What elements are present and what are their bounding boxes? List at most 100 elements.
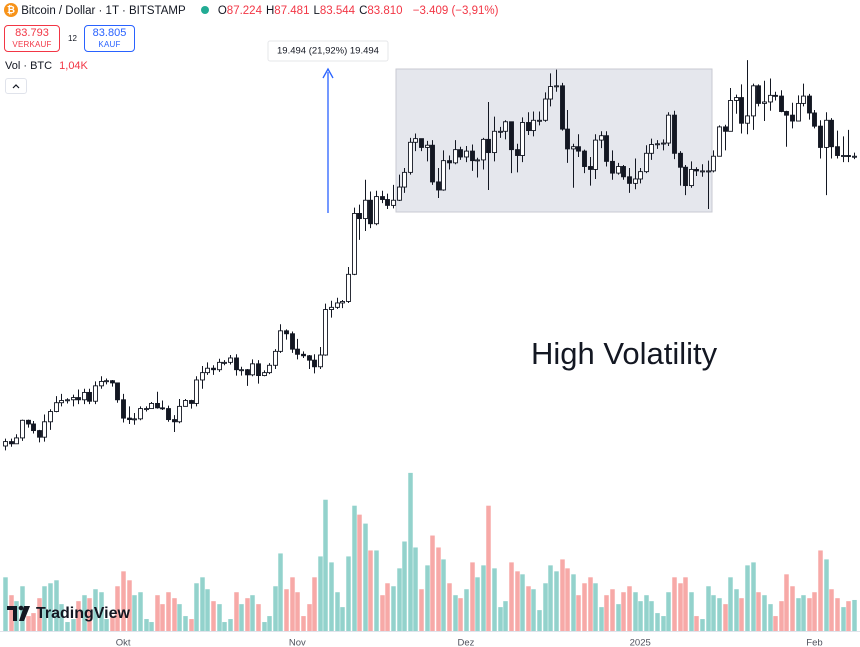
volume-bar bbox=[82, 595, 87, 631]
volume-bar bbox=[734, 589, 739, 631]
candle-body bbox=[132, 418, 137, 421]
candle-body bbox=[503, 121, 508, 132]
candle-body bbox=[9, 441, 14, 445]
volume-bar bbox=[807, 598, 812, 631]
candle-body bbox=[385, 199, 390, 206]
candle-body bbox=[829, 119, 834, 148]
candle-body bbox=[616, 166, 621, 174]
candle-layer bbox=[3, 60, 857, 451]
candle-body bbox=[301, 353, 306, 357]
volume-bar bbox=[402, 541, 407, 631]
candle-body bbox=[498, 130, 503, 133]
volume-bar bbox=[54, 580, 59, 631]
volume-bar bbox=[756, 592, 761, 631]
candle-body bbox=[739, 97, 744, 124]
volume-bar bbox=[762, 595, 767, 631]
ohlc-label: H bbox=[265, 5, 275, 17]
volume-bar bbox=[87, 598, 92, 631]
volume-bar bbox=[284, 589, 289, 631]
volume-bar bbox=[436, 547, 441, 631]
candle-body bbox=[346, 273, 351, 302]
volume-bar bbox=[633, 592, 638, 631]
buy-button[interactable]: 83.805 KAUF bbox=[84, 25, 135, 52]
volume-bar bbox=[571, 574, 576, 631]
volume-bar bbox=[397, 568, 402, 631]
volume-bar bbox=[166, 592, 171, 631]
candle-body bbox=[14, 437, 19, 445]
candle-body bbox=[779, 95, 784, 112]
volume-bar bbox=[278, 553, 283, 631]
volume-bar bbox=[335, 592, 340, 631]
candle-body bbox=[76, 397, 81, 401]
bitcoin-icon: ₿ bbox=[4, 3, 18, 17]
candle-body bbox=[706, 170, 711, 173]
volume-bar bbox=[149, 622, 154, 631]
volume-bar bbox=[250, 595, 255, 631]
volume-bar bbox=[430, 535, 435, 631]
logo-icon bbox=[18, 605, 24, 611]
candle-body bbox=[824, 119, 829, 148]
candle-body bbox=[82, 391, 87, 401]
volume-bar bbox=[172, 598, 177, 631]
ohlc-value: 87.224 bbox=[226, 5, 262, 17]
sell-button[interactable]: 83.793 VERKAUF bbox=[4, 25, 60, 52]
candle-body bbox=[144, 408, 149, 411]
volume-bar bbox=[295, 592, 300, 631]
candle-body bbox=[149, 402, 154, 410]
volume-bar bbox=[413, 547, 418, 631]
candle-body bbox=[413, 138, 418, 143]
candle-body bbox=[217, 361, 222, 371]
candle-body bbox=[37, 430, 42, 438]
volume-bar bbox=[155, 595, 160, 631]
candle-body bbox=[441, 160, 446, 191]
candle-body bbox=[807, 95, 812, 114]
candle-body bbox=[666, 114, 671, 144]
volume-bar bbox=[385, 583, 390, 631]
volume-bar bbox=[768, 604, 773, 631]
candle-body bbox=[604, 135, 609, 162]
range-box bbox=[395, 68, 713, 213]
candle-body bbox=[447, 160, 452, 164]
volume-bar bbox=[537, 610, 542, 631]
volume-bar bbox=[447, 583, 452, 631]
volume-bar bbox=[503, 601, 508, 631]
candle-body bbox=[127, 417, 132, 421]
volume-bar bbox=[649, 601, 654, 631]
candle-body bbox=[700, 170, 705, 173]
volume-bar bbox=[717, 598, 722, 631]
candle-body bbox=[115, 382, 120, 401]
svg-text:₿: ₿ bbox=[7, 4, 15, 16]
candle-body bbox=[756, 85, 761, 104]
volume-bar bbox=[245, 598, 250, 631]
candle-body bbox=[172, 419, 177, 423]
candle-body bbox=[481, 138, 486, 161]
volume-bar bbox=[852, 599, 857, 631]
volume-bar bbox=[76, 601, 81, 631]
volume-legend: Vol · BTC 1,04K bbox=[5, 60, 88, 72]
candle-body bbox=[470, 150, 475, 162]
volume-bar bbox=[464, 589, 469, 631]
collapse-button[interactable] bbox=[5, 78, 27, 94]
volume-bar bbox=[42, 586, 47, 631]
volume-bar bbox=[672, 577, 677, 631]
candle-body bbox=[59, 400, 64, 404]
candle-body bbox=[222, 361, 227, 364]
volume-bar bbox=[37, 598, 42, 631]
candle-body bbox=[430, 144, 435, 183]
candle-body bbox=[548, 86, 553, 100]
volume-bar bbox=[267, 616, 272, 631]
volume-bar bbox=[59, 604, 64, 631]
candle-body bbox=[93, 385, 98, 402]
symbol[interactable]: Bitcoin / Dollar · 1T · BITSTAMP bbox=[21, 5, 186, 17]
volume-bar bbox=[234, 592, 239, 631]
candle-body bbox=[520, 122, 525, 156]
volume-bar bbox=[728, 577, 733, 631]
volume-bar bbox=[683, 577, 688, 631]
candle-body bbox=[644, 152, 649, 173]
candle-body bbox=[655, 143, 660, 146]
volume-bar bbox=[610, 589, 615, 631]
volume-bar bbox=[160, 604, 165, 631]
volume-bar bbox=[548, 565, 553, 631]
candle-body bbox=[284, 330, 289, 335]
volume-bar bbox=[222, 622, 227, 631]
